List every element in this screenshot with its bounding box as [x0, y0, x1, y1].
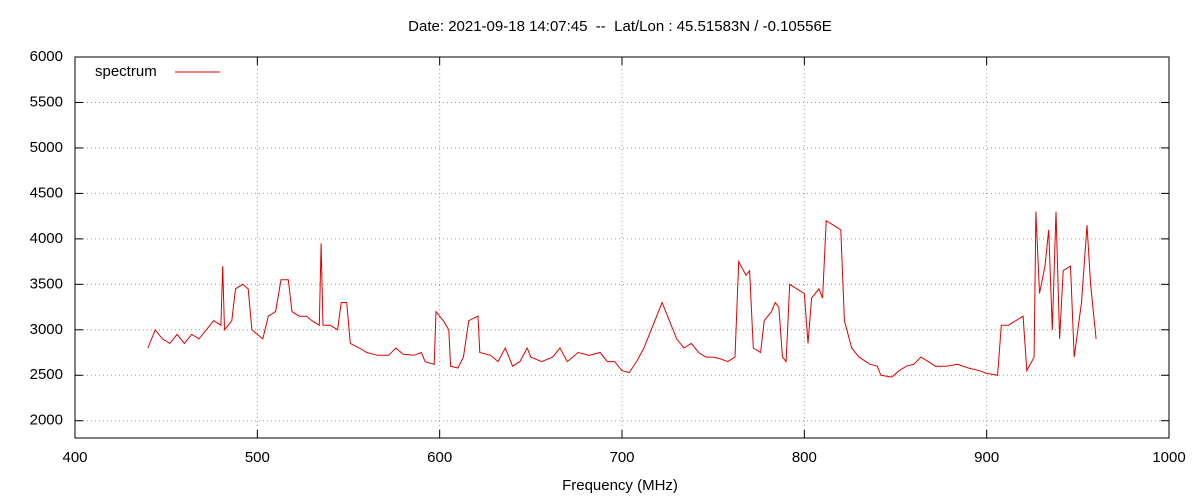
x-axis-label: Frequency (MHz) — [562, 477, 678, 494]
y-tick-label: 2000 — [30, 412, 63, 429]
y-tick-label: 4000 — [30, 230, 63, 247]
y-tick-label: 6000 — [30, 48, 63, 65]
y-tick-label: 5000 — [30, 139, 63, 156]
line-series — [147, 211, 1097, 378]
y-tick-label: 2500 — [30, 366, 63, 383]
y-tick-label: 3500 — [30, 275, 63, 292]
chart-title: Date: 2021-09-18 14:07:45 -- Lat/Lon : 4… — [408, 18, 832, 35]
x-tick-label: 900 — [974, 449, 999, 466]
plot-frame — [74, 56, 1170, 439]
x-tick-label: 400 — [62, 449, 87, 466]
y-tick-label: 4500 — [30, 184, 63, 201]
y-tick-label: 5500 — [30, 93, 63, 110]
x-tick-label: 800 — [792, 449, 817, 466]
x-tick-label: 700 — [609, 449, 634, 466]
x-tick-label: 1000 — [1152, 449, 1185, 466]
y-tick-label: 3000 — [30, 321, 63, 338]
x-tick-label: 600 — [427, 449, 452, 466]
legend-label: spectrum — [95, 63, 157, 80]
x-tick-label: 500 — [245, 449, 270, 466]
